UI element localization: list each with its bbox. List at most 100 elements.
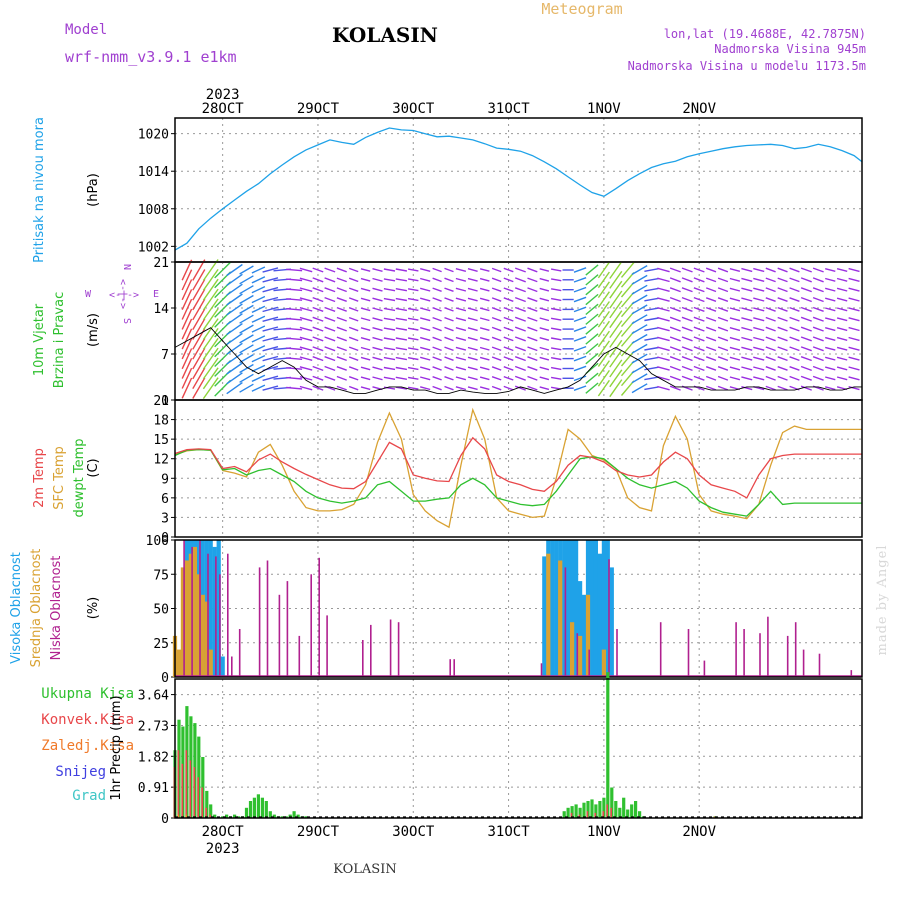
- wind-arrow: [286, 278, 303, 282]
- wind-arrow: [324, 277, 336, 283]
- wind-arrow: [202, 298, 219, 321]
- low-cloud-bar: [326, 615, 328, 677]
- low-cloud-bar: [588, 649, 590, 677]
- high-cloud-bar: [601, 540, 606, 677]
- wind-arrow: [836, 356, 848, 361]
- total-precip-bar: [236, 816, 241, 818]
- low-cloud-bar: [786, 635, 789, 677]
- wind-arrow: [597, 310, 610, 328]
- wind-arrow: [585, 352, 599, 365]
- wind-arrow: [467, 268, 478, 272]
- wind-arrow: [825, 277, 836, 282]
- wind-arrow: [432, 356, 442, 361]
- wind-arrow: [348, 366, 359, 371]
- wind-arrow: [741, 366, 753, 371]
- wind-arrow: [407, 317, 419, 321]
- wind-arrow: [848, 346, 860, 351]
- wind-arrow: [312, 375, 324, 381]
- wind-arrow: [717, 287, 729, 293]
- wind-arrow: [825, 297, 836, 302]
- conv-precip-bar: [610, 807, 612, 818]
- wind-arrow: [620, 301, 635, 318]
- wind-arrow: [324, 326, 336, 332]
- wind-arrow: [444, 277, 454, 283]
- wind-arrow: [848, 336, 860, 342]
- temp-ytick-label: 9: [161, 472, 169, 487]
- wind-arrow: [789, 326, 800, 332]
- wind-arrow: [312, 365, 324, 372]
- wind-arrow: [467, 307, 478, 312]
- conv-precip-bar: [205, 807, 207, 818]
- mid-cloud-bar: [176, 649, 182, 677]
- wind-arrow: [789, 297, 800, 302]
- wind-arrow: [693, 296, 705, 303]
- low-cloud-bar: [238, 629, 241, 677]
- wind-arrow: [765, 356, 776, 362]
- wind-arrow: [503, 287, 514, 293]
- wind-arrow: [479, 317, 490, 322]
- wind-arrow: [585, 313, 599, 325]
- wind-arrow: [226, 303, 243, 316]
- wind-arrow: [812, 356, 824, 362]
- wind-arrow: [717, 326, 729, 332]
- wind-arrow: [455, 287, 467, 292]
- wind-arrow: [467, 287, 478, 292]
- conv-precip-bar: [578, 814, 581, 818]
- wind-arrow: [491, 307, 502, 312]
- wind-arrow: [503, 277, 514, 283]
- wind-arrow: [312, 356, 324, 362]
- wind-arrow: [432, 297, 442, 302]
- wind-arrow: [789, 336, 800, 342]
- wind-arrow: [479, 297, 490, 302]
- wind-arrow: [455, 346, 467, 351]
- wind-arrow: [741, 326, 753, 332]
- wind-arrow: [192, 367, 206, 390]
- total-precip-bar: [264, 801, 268, 818]
- high-cloud-bar: [574, 540, 579, 677]
- wind-arrow: [181, 328, 193, 350]
- total-precip-bar: [205, 790, 209, 818]
- wind-arrow: [312, 306, 324, 312]
- wind-arrow: [848, 317, 860, 322]
- wind-arrow: [681, 365, 693, 372]
- total-precip-bar: [280, 816, 284, 818]
- wind-arrow: [789, 366, 800, 371]
- wind-arrow: [597, 291, 610, 308]
- wind-arrow: [693, 326, 705, 332]
- pressure-frame: [174, 117, 863, 263]
- wind-arrow: [777, 306, 788, 312]
- wind-arrow: [383, 356, 396, 361]
- wind-arrow: [202, 288, 219, 311]
- low-cloud-bar: [278, 594, 281, 677]
- mid-cloud-bar: [180, 567, 185, 677]
- temp2m-line: [174, 436, 862, 499]
- compass-vertical: <-|->: [117, 279, 128, 309]
- wind-arrow: [609, 369, 623, 388]
- pressure-ytick-label: 1014: [138, 165, 169, 180]
- wind-arrow: [631, 284, 648, 295]
- cloud-ytick-label: 25: [153, 637, 169, 652]
- wind-arrow: [573, 326, 587, 332]
- wind-arrow: [491, 267, 502, 273]
- wind-arrow: [620, 281, 635, 298]
- precip-ylabel: 1hr Precip (mm): [109, 695, 124, 800]
- wind-arrow: [395, 317, 408, 321]
- wind-arrow: [812, 326, 824, 332]
- wind-arrow: [789, 287, 800, 293]
- wind-arrow: [479, 346, 490, 351]
- wind-arrow: [181, 367, 193, 389]
- wind-arrow: [609, 320, 623, 339]
- wind-arrow: [681, 277, 693, 283]
- wind-arrow: [729, 327, 741, 332]
- top-date-label: 31OCT: [487, 101, 530, 117]
- wind-arrow: [765, 306, 776, 312]
- low-cloud-bar: [207, 553, 209, 677]
- wind-arrow: [777, 267, 788, 273]
- wind-arrow: [251, 384, 266, 392]
- wind-arrow: [597, 379, 610, 397]
- cloud-ytick-label: 0: [161, 671, 169, 686]
- bottom-date-label: 1NOV: [587, 824, 621, 840]
- wind-arrow: [372, 297, 383, 302]
- low-cloud-bar: [850, 670, 853, 677]
